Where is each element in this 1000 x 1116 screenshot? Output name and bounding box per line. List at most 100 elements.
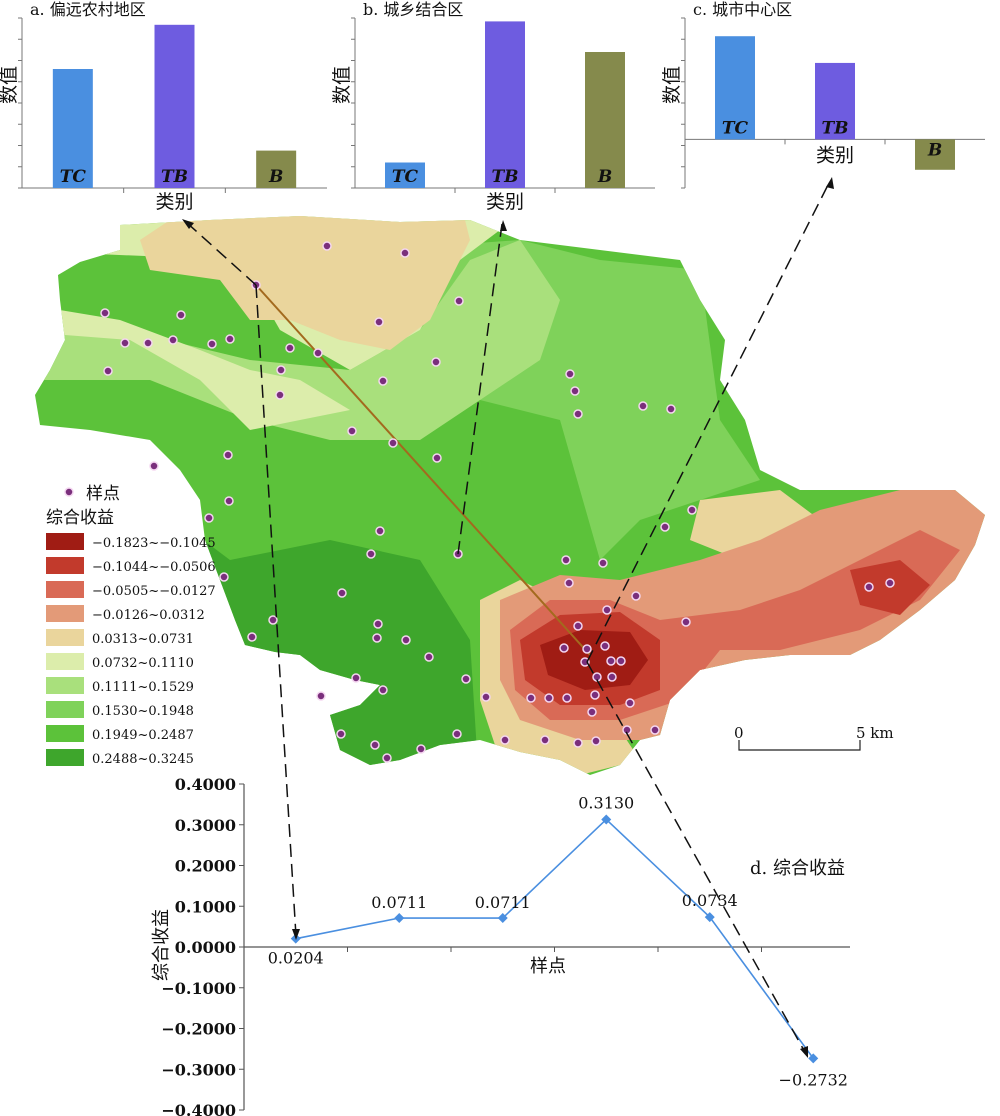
bar-category-label: B: [268, 167, 283, 187]
legend-class-label: −0.1044~−0.0506: [92, 560, 216, 575]
sample-point: [666, 404, 676, 414]
sample-point: [570, 386, 580, 396]
sample-point: [526, 693, 536, 703]
sample-point: [168, 335, 178, 345]
sample-point: [223, 450, 233, 460]
sample-point: [562, 693, 572, 703]
sample-points: [100, 241, 895, 763]
sample-point: [650, 725, 660, 735]
bar-chart-title: a. 偏远农村地区: [30, 0, 146, 19]
arrow-head: [826, 177, 834, 189]
sample-point: [864, 582, 874, 592]
legend-class-label: −0.1823~−0.1045: [92, 536, 216, 551]
arrow-rural-to-chart-a: [185, 221, 257, 286]
legend-class-label: 0.0732~0.1110: [92, 656, 194, 671]
bar-tc: [715, 36, 755, 140]
sample-point: [120, 338, 130, 348]
legend-swatch: [46, 533, 84, 550]
line-data-label: 0.0711: [371, 893, 427, 912]
sample-point: [204, 513, 214, 523]
sample-point: [481, 692, 491, 702]
map-legend: 样点 综合收益 −0.1823~−0.1045−0.1044~−0.0506−0…: [46, 484, 216, 767]
sample-point: [378, 685, 388, 695]
line-y-tick-label: −0.2000: [161, 1020, 236, 1039]
sample-point: [573, 409, 583, 419]
sample-point: [638, 401, 648, 411]
sample-point: [598, 558, 608, 568]
sample-point: [625, 698, 635, 708]
legend-class-label: 0.1530~0.1948: [92, 704, 194, 719]
bar-category-label: TC: [392, 167, 419, 187]
legend-swatch: [46, 653, 84, 670]
callout-arrows: [185, 180, 831, 1055]
bar-category-label: TB: [161, 167, 188, 187]
scale-bar-end: 5 km: [856, 724, 894, 742]
sample-point: [224, 496, 234, 506]
sample-point: [561, 555, 571, 565]
line-chart: 0.4000 0.3000 0.2000 0.1000 0.0000 −0.1000 −0.…: [151, 775, 850, 1116]
line-data-label: 0.0204: [268, 949, 324, 968]
sample-point: [388, 438, 398, 448]
sample-point: [687, 505, 697, 515]
line-y-tick-label: −0.1000: [161, 979, 236, 998]
legend-swatch: [46, 629, 84, 646]
bar-b: [585, 52, 625, 188]
line-y-label: 综合收益: [151, 909, 172, 981]
sample-point: [582, 644, 592, 654]
line-y-tick-label: 0.2000: [175, 857, 236, 876]
bar-tc: [385, 162, 425, 188]
bar-x-label: 类别: [486, 191, 524, 213]
legend-swatch: [46, 701, 84, 718]
sample-point: [587, 707, 597, 717]
legend-swatch: [46, 557, 84, 574]
bar-tb: [815, 62, 855, 140]
line-point: [601, 814, 612, 825]
sample-point: [681, 617, 691, 627]
sample-point: [366, 549, 376, 559]
sample-point: [351, 673, 361, 683]
transect-line: [255, 284, 591, 656]
sample-point: [370, 740, 380, 750]
line-y-tick-label: 0.0000: [175, 938, 236, 957]
sample-point: [316, 691, 326, 701]
sample-point: [372, 633, 382, 643]
sample-point: [416, 744, 426, 754]
sample-point: [247, 632, 257, 642]
sample-point: [573, 738, 583, 748]
line-y-tick-label: 0.1000: [175, 897, 236, 916]
line-x-label: 样点: [530, 956, 566, 977]
line-series: [295, 818, 814, 1059]
sample-point: [590, 690, 600, 700]
scale-bar-start: 0: [734, 724, 744, 742]
sample-point: [424, 652, 434, 662]
sample-point: [401, 635, 411, 645]
bar-chart-title: c. 城市中心区: [693, 0, 792, 19]
sample-point: [559, 643, 569, 653]
sample-point: [431, 357, 441, 367]
line-y-tick-label: 0.3000: [175, 816, 236, 835]
sample-point: [225, 334, 235, 344]
bar-x-label: 类别: [155, 191, 193, 213]
legend-class-label: 0.0313~0.0731: [92, 632, 194, 647]
bar-chart-title: b. 城乡结合区: [363, 0, 463, 19]
sample-point: [382, 753, 392, 763]
sample-point: [336, 729, 346, 739]
sample-point: [631, 591, 641, 601]
sample-point: [285, 343, 295, 353]
sample-point: [564, 578, 574, 588]
line-y-tick-label: 0.4000: [175, 775, 236, 794]
legend-class-label: −0.0505~−0.0127: [92, 584, 216, 599]
line-y-tick-label: −0.4000: [161, 1101, 236, 1116]
line-point: [394, 913, 405, 924]
sample-point: [454, 296, 464, 306]
bar-b: [256, 150, 297, 188]
bar-category-label: B: [927, 140, 942, 160]
bar-tb: [485, 21, 525, 189]
sample-point: [452, 729, 462, 739]
sample-point-legend-icon: [64, 487, 74, 497]
line-data-label: 0.3130: [578, 793, 634, 812]
sample-point: [885, 578, 895, 588]
sample-point: [602, 605, 612, 615]
